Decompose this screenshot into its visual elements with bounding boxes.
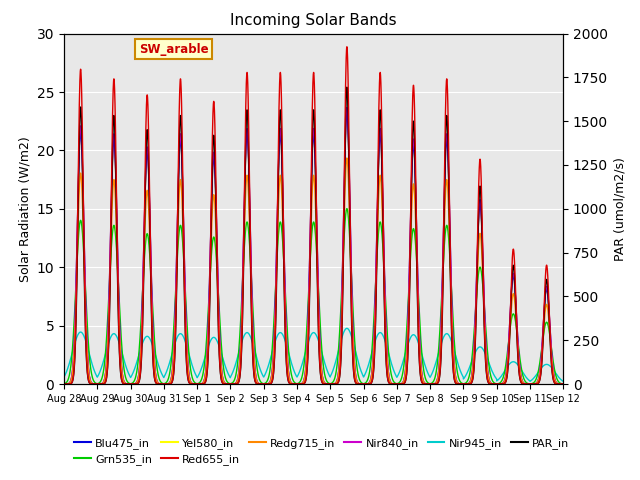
Y-axis label: PAR (umol/m2/s): PAR (umol/m2/s) [614,157,627,261]
Text: SW_arable: SW_arable [139,43,209,56]
Title: Incoming Solar Bands: Incoming Solar Bands [230,13,397,28]
Y-axis label: Solar Radiation (W/m2): Solar Radiation (W/m2) [18,136,31,282]
Legend: Blu475_in, Grn535_in, Yel580_in, Red655_in, Redg715_in, Nir840_in, Nir945_in, PA: Blu475_in, Grn535_in, Yel580_in, Red655_… [70,433,574,469]
